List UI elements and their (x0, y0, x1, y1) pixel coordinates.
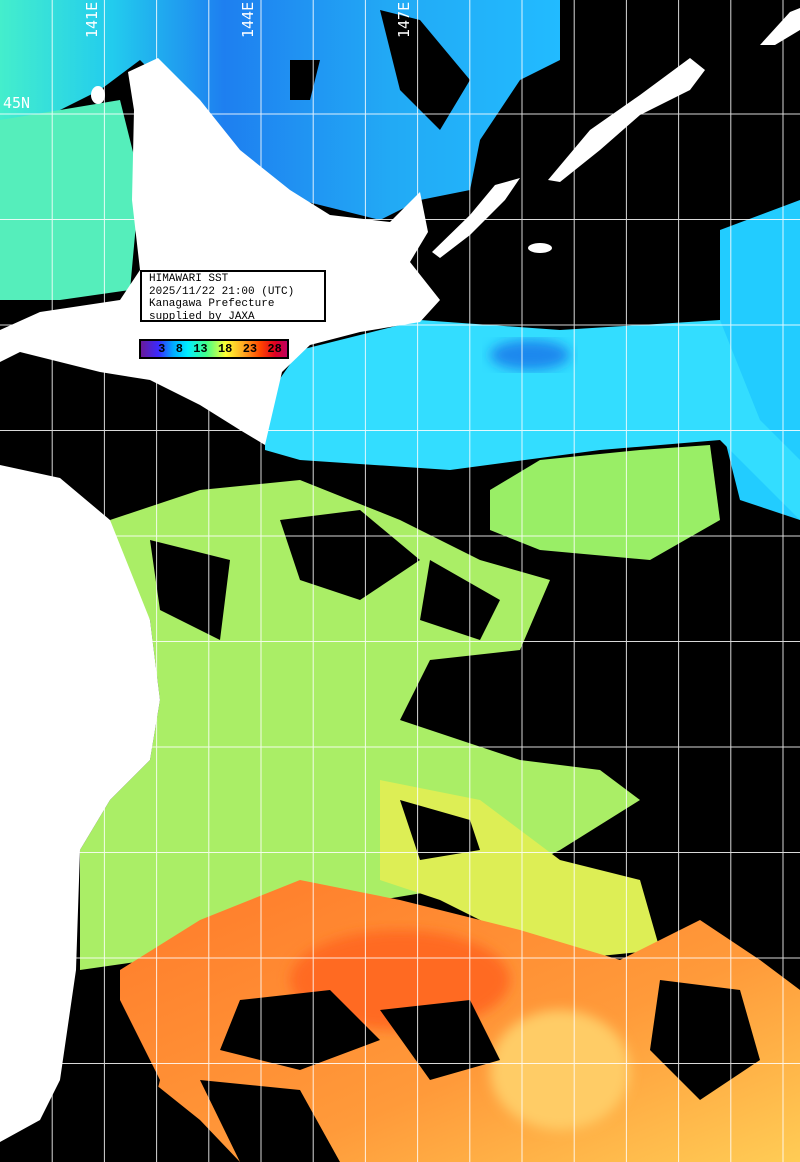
lat-label-45n: 45N (3, 94, 31, 112)
cloud-mask (0, 10, 760, 1162)
sst-region-light-orange (490, 1010, 630, 1130)
info-source: Kanagawa Prefecture (149, 298, 275, 310)
land-island (91, 86, 105, 104)
legend-tick: 3 (158, 342, 166, 356)
sst-region-green-east (490, 445, 720, 560)
legend-tick: 8 (175, 342, 183, 356)
sst-region-cyan-band (265, 320, 800, 520)
color-legend: 3 8 13 18 23 28 (139, 339, 289, 359)
land-island (528, 243, 552, 253)
land-kuril-1 (432, 178, 520, 258)
legend-tick: 18 (217, 342, 233, 356)
info-datetime: 2025/11/22 21:00 (UTC) (149, 285, 295, 298)
lon-label-144e: 144E (239, 1, 257, 38)
legend-tick: 28 (267, 342, 282, 356)
legend-tick: 23 (242, 342, 258, 356)
lon-label-147e: 147E (395, 1, 413, 38)
info-box: HIMAWARI SST 2025/11/22 21:00 (UTC) Kana… (140, 270, 326, 323)
land-kuril-3 (760, 8, 800, 45)
legend-tick: 13 (193, 342, 208, 356)
land-hokkaido (0, 58, 440, 445)
land-honshu (0, 465, 160, 1142)
info-supplier: supplied by JAXA (149, 310, 255, 323)
info-title: HIMAWARI SST (149, 273, 229, 285)
lon-label-141e: 141E (83, 1, 101, 38)
sst-region-blue-spot (490, 340, 570, 370)
sst-region-teal-west (0, 100, 140, 300)
